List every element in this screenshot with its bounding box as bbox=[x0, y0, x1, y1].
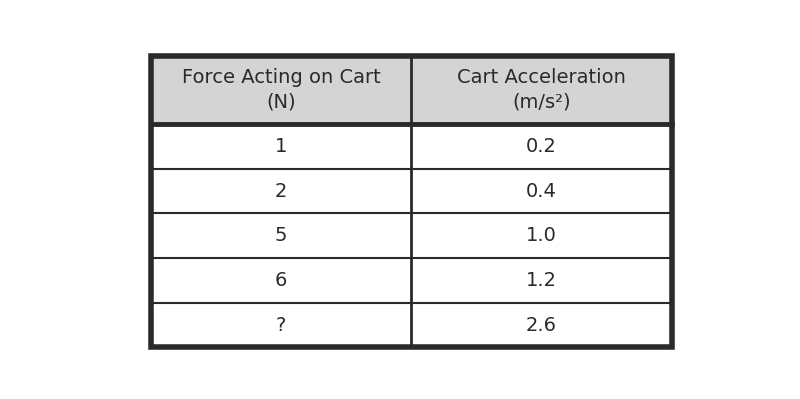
Text: Force Acting on Cart
(N): Force Acting on Cart (N) bbox=[182, 68, 381, 112]
Bar bbox=[151, 258, 672, 303]
Bar bbox=[151, 55, 672, 124]
Text: 1.2: 1.2 bbox=[526, 271, 557, 290]
Bar bbox=[151, 55, 672, 348]
Bar bbox=[151, 213, 672, 258]
Bar bbox=[151, 303, 672, 348]
Text: 1: 1 bbox=[275, 137, 287, 156]
Text: 5: 5 bbox=[274, 226, 287, 245]
Bar bbox=[151, 124, 672, 169]
Text: Cart Acceleration
(m/s²): Cart Acceleration (m/s²) bbox=[457, 68, 626, 112]
Text: 6: 6 bbox=[275, 271, 287, 290]
Text: 2: 2 bbox=[275, 182, 287, 201]
Bar bbox=[151, 169, 672, 213]
Text: 0.2: 0.2 bbox=[526, 137, 557, 156]
Text: 2.6: 2.6 bbox=[526, 316, 557, 335]
Text: ?: ? bbox=[276, 316, 286, 335]
Text: 0.4: 0.4 bbox=[526, 182, 557, 201]
Text: 1.0: 1.0 bbox=[526, 226, 557, 245]
